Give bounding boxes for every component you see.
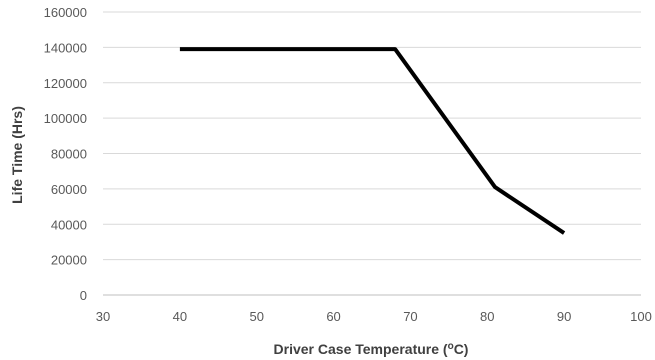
series-layer	[179, 47, 566, 235]
y-tick-label: 160000	[44, 5, 87, 20]
y-tick-label: 0	[80, 288, 87, 303]
x-axis-ticks: 30 40 50 60 70 80 90 100	[96, 309, 652, 324]
x-tick-label: 80	[480, 309, 494, 324]
y-axis-title: Life Time (Hrs)	[9, 106, 25, 204]
x-axis-title-unit: C)	[454, 341, 469, 357]
x-tick-label: 60	[326, 309, 340, 324]
y-tick-label: 60000	[51, 182, 87, 197]
y-tick-label: 100000	[44, 111, 87, 126]
series-line	[179, 47, 566, 235]
y-tick-label: 140000	[44, 40, 87, 55]
x-tick-label: 100	[630, 309, 652, 324]
x-axis-title-main: Driver Case Temperature (	[274, 341, 448, 357]
x-axis-title-superscript: o	[448, 341, 454, 352]
x-tick-label: 50	[249, 309, 263, 324]
x-tick-label: 70	[403, 309, 417, 324]
y-tick-label: 80000	[51, 147, 87, 162]
x-tick-label: 40	[173, 309, 187, 324]
x-axis-title: Driver Case Temperature (oC)	[274, 341, 469, 357]
x-tick-label: 90	[557, 309, 571, 324]
y-axis-ticks: 0 20000 40000 60000 80000 100000 120000 140000 1…	[44, 5, 87, 303]
y-tick-label: 40000	[51, 217, 87, 232]
y-tick-label: 120000	[44, 76, 87, 91]
y-tick-label: 20000	[51, 253, 87, 268]
x-tick-label: 30	[96, 309, 110, 324]
